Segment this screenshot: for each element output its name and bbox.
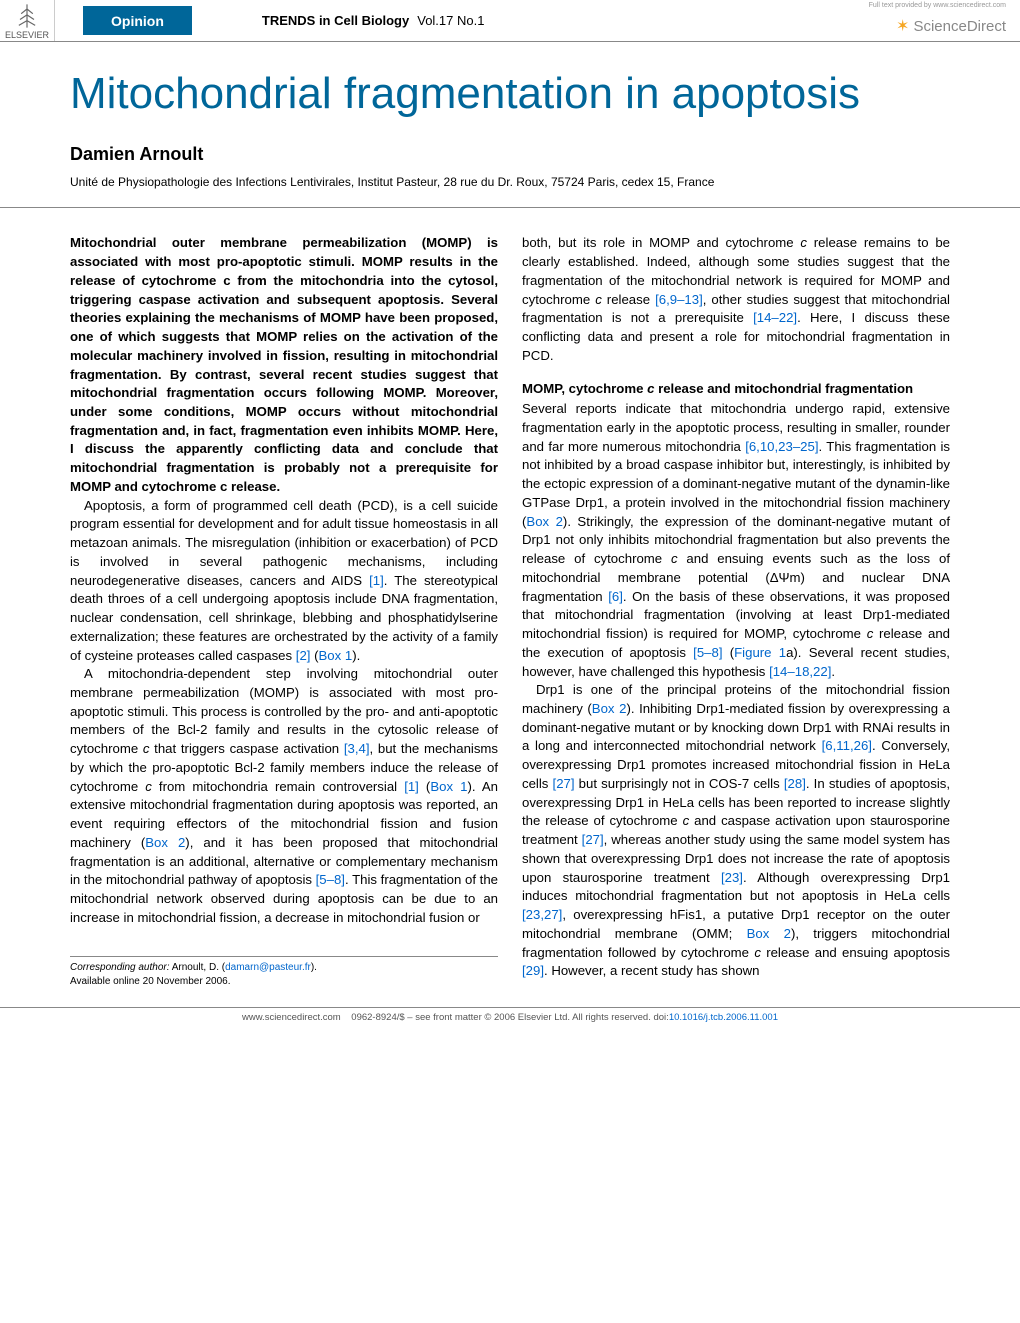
citation[interactable]: [2] [296,648,311,663]
citation[interactable]: [27] [553,776,575,791]
body-paragraph: Drp1 is one of the principal proteins of… [522,681,950,981]
article-type-badge: Opinion [83,6,192,35]
publisher-name: ELSEVIER [5,30,49,40]
citation[interactable]: [5–8] [693,645,722,660]
citation[interactable]: [23] [721,870,743,885]
doi-link[interactable]: 10.1016/j.tcb.2006.11.001 [669,1012,778,1023]
citation[interactable]: [3,4] [344,741,370,756]
author-affiliation: Unité de Physiopathologie des Infections… [0,171,1020,208]
article-columns: Mitochondrial outer membrane permeabiliz… [0,234,1020,1007]
figure-reference[interactable]: Figure 1 [734,645,786,660]
body-paragraph: Several reports indicate that mitochondr… [522,400,950,681]
author-name: Damien Arnoult [0,132,1020,171]
corresponding-author-note: Corresponding author: Arnoult, D. (damar… [70,956,498,989]
citation[interactable]: [6,9–13] [655,292,703,307]
body-paragraph: Apoptosis, a form of programmed cell dea… [70,497,498,666]
citation[interactable]: [23,27] [522,907,562,922]
publisher-logo: ELSEVIER [0,0,55,41]
author-email[interactable]: damarn@pasteur.fr [225,962,311,973]
fulltext-note: Full text provided by www.sciencedirect.… [869,2,1006,9]
article-title: Mitochondrial fragmentation in apoptosis [0,42,1020,132]
citation[interactable]: [14–18,22] [769,664,831,679]
sciencedirect-branding: Full text provided by www.sciencedirect.… [882,0,1020,41]
citation[interactable]: [6] [608,589,623,604]
box-reference[interactable]: Box 2 [747,926,791,941]
citation[interactable]: [28] [784,776,806,791]
sciencedirect-label: ScienceDirect [913,18,1006,35]
box-reference[interactable]: Box 2 [145,835,185,850]
available-online-date: Available online 20 November 2006. [70,975,498,989]
elsevier-tree-icon [13,2,41,30]
volume-issue: Vol.17 No.1 [417,13,484,28]
box-reference[interactable]: Box 1 [319,648,353,663]
box-reference[interactable]: Box 2 [592,701,627,716]
abstract: Mitochondrial outer membrane permeabiliz… [70,234,498,496]
citation[interactable]: [14–22] [753,310,797,325]
journal-name: TRENDS in Cell Biology [262,13,409,28]
citation[interactable]: [29] [522,963,544,978]
footer-issn: 0962-8924/$ – see front matter © 2006 El… [351,1012,669,1023]
box-reference[interactable]: Box 1 [430,779,467,794]
journal-info: TRENDS in Cell Biology Vol.17 No.1 [192,0,882,41]
footer-site[interactable]: www.sciencedirect.com [242,1012,341,1023]
right-column: both, but its role in MOMP and cytochrom… [522,234,950,989]
citation[interactable]: [5–8] [316,872,345,887]
body-paragraph: A mitochondria-dependent step involving … [70,665,498,927]
box-reference[interactable]: Box 2 [526,514,563,529]
page-footer: www.sciencedirect.com 0962-8924/$ – see … [0,1007,1020,1027]
body-paragraph: both, but its role in MOMP and cytochrom… [522,234,950,365]
sciencedirect-icon: ✶ [896,18,909,35]
left-column: Mitochondrial outer membrane permeabiliz… [70,234,498,989]
citation[interactable]: [6,11,26] [822,738,872,753]
citation[interactable]: [1] [404,779,419,794]
citation[interactable]: [27] [582,832,604,847]
citation[interactable]: [1] [369,573,384,588]
citation[interactable]: [6,10,23–25] [745,439,818,454]
header-bar: ELSEVIER Opinion TRENDS in Cell Biology … [0,0,1020,42]
section-heading: MOMP, cytochrome c release and mitochond… [522,380,950,399]
